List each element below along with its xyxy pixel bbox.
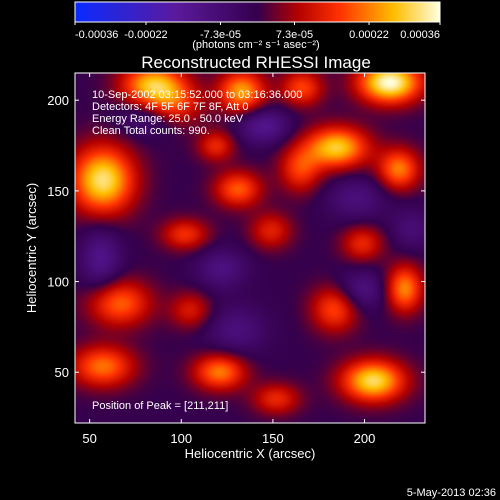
y-axis-label: Heliocentric Y (arcsec) [24,183,39,313]
x-axis-tick-label: 200 [354,431,376,446]
heatmap-image [75,73,425,423]
x-axis-label: Heliocentric X (arcsec) [185,446,316,461]
colorbar-tick-label: -0.00022 [124,29,167,41]
colorbar: -0.00036 -0.00022 -7.3e-05 7.3e-05 0.00022 0.… [74,1,441,51]
y-axis-tick-label: 100 [47,275,69,290]
plot-area: 50 100 150 200 50 100 150 200 10-Sep-2002 03:15… [47,72,426,446]
info-text: 10-Sep-2002 03:15:52.000 to 03:16:36.000… [92,89,302,412]
footer-date: 5-May-2013 02:36 [407,487,496,499]
plot-border [74,72,426,424]
colorbar-unit-label: (photons cm⁻² s⁻¹ asec⁻²) [192,39,319,51]
y-axis-tick-label: 200 [47,93,69,108]
colorbar-ticks: -0.00036 -0.00022 -7.3e-05 7.3e-05 0.00022 0.… [74,22,441,41]
colorbar-gradient [75,2,440,22]
chart-title: Reconstructed RHESSI Image [141,53,371,72]
detectors-label: Detectors: 4F 5F 6F 7F 8F, Att 0 [92,101,249,113]
colorbar-tick-label: -7.3e-05 [200,29,241,41]
peak-position-label: Position of Peak = [211,211] [92,400,228,412]
colorbar-tick-label: -0.00036 [75,29,118,41]
colorbar-tick-label: 0.00022 [349,29,389,41]
colorbar-tick-label: 0.00036 [400,29,440,41]
x-axis-tick-label: 150 [262,431,284,446]
y-axis-tick-label: 150 [47,184,69,199]
time-range-label: 10-Sep-2002 03:15:52.000 to 03:16:36.000 [92,89,302,101]
y-axis-tick-label: 50 [55,365,69,380]
clean-total-counts-label: Clean Total counts: 990. [92,125,210,137]
x-axis-tick-label: 50 [82,431,96,446]
axis-ticks: 50 100 150 200 50 100 150 200 [47,73,425,446]
energy-range-label: Energy Range: 25.0 - 50.0 keV [92,113,244,125]
x-axis-tick-label: 100 [170,431,192,446]
colorbar-tick-label: 7.3e-05 [276,29,313,41]
colorbar-border [74,1,441,23]
